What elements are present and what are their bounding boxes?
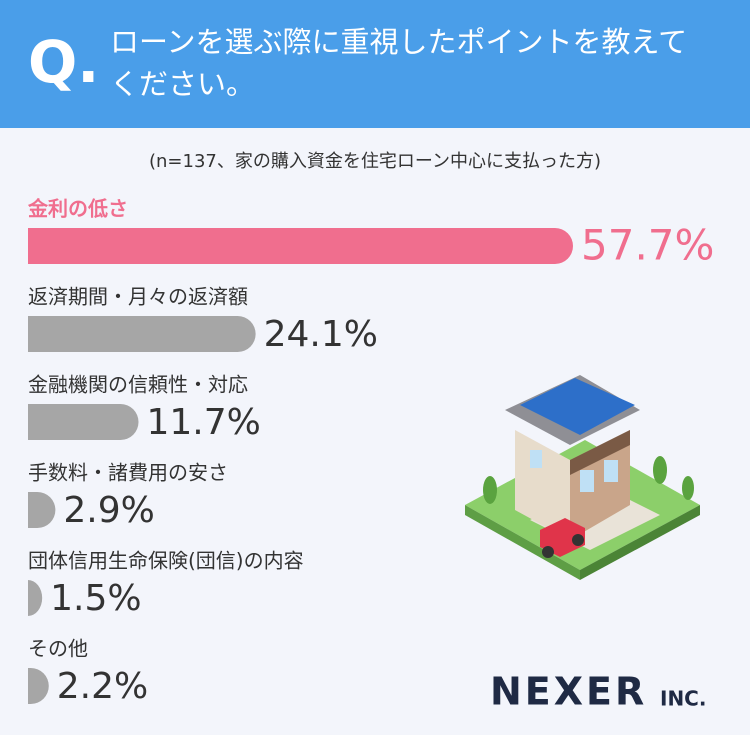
bar bbox=[28, 316, 256, 352]
value-label: 57.7% bbox=[581, 221, 714, 270]
category-label: 金利の低さ bbox=[27, 197, 128, 221]
house-illustration bbox=[465, 375, 700, 580]
category-label: 団体信用生命保険(団信)の内容 bbox=[28, 549, 304, 573]
bar bbox=[28, 668, 49, 704]
subtitle: (n=137、家の購入資金を住宅ローン中心に支払った方) bbox=[149, 151, 601, 172]
value-label: 11.7% bbox=[147, 402, 261, 443]
bar bbox=[28, 492, 56, 528]
bar bbox=[28, 228, 573, 264]
q-mark: Q. bbox=[28, 28, 99, 96]
value-label: 2.9% bbox=[63, 490, 154, 531]
logo: NEXER bbox=[490, 670, 647, 714]
category-label: その他 bbox=[28, 637, 88, 661]
value-label: 2.2% bbox=[57, 666, 148, 707]
bar bbox=[28, 580, 43, 616]
question: ローンを選ぶ際に重視したポイントを教えて bbox=[110, 25, 687, 59]
header-band bbox=[0, 0, 750, 128]
category-label: 金融機関の信頼性・対応 bbox=[28, 373, 248, 397]
question: ください。 bbox=[110, 67, 255, 101]
category-label: 手数料・諸費用の安さ bbox=[28, 461, 228, 485]
bar bbox=[28, 404, 139, 440]
category-label: 返済期間・月々の返済額 bbox=[28, 285, 248, 309]
value-label: 1.5% bbox=[50, 578, 141, 619]
logo-suffix: INC. bbox=[660, 687, 706, 711]
value-label: 24.1% bbox=[264, 314, 378, 355]
